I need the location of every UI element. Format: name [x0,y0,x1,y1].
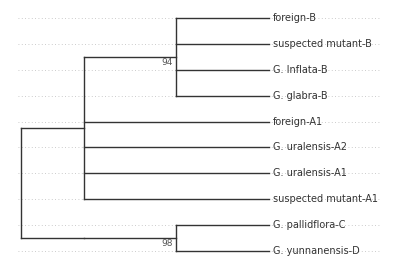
Text: 98: 98 [161,239,172,248]
Text: suspected mutant-B: suspected mutant-B [272,39,371,49]
Text: G. uralensis-A1: G. uralensis-A1 [272,168,346,178]
Text: G. Inflata-B: G. Inflata-B [272,65,326,75]
Text: suspected mutant-A1: suspected mutant-A1 [272,194,377,204]
Text: G. pallidflora-C: G. pallidflora-C [272,220,344,230]
Text: G. glabra-B: G. glabra-B [272,91,326,101]
Text: foreign-A1: foreign-A1 [272,116,322,127]
Text: 94: 94 [161,58,172,67]
Text: G. yunnanensis-D: G. yunnanensis-D [272,246,358,256]
Text: G. uralensis-A2: G. uralensis-A2 [272,142,346,153]
Text: foreign-B: foreign-B [272,13,316,23]
